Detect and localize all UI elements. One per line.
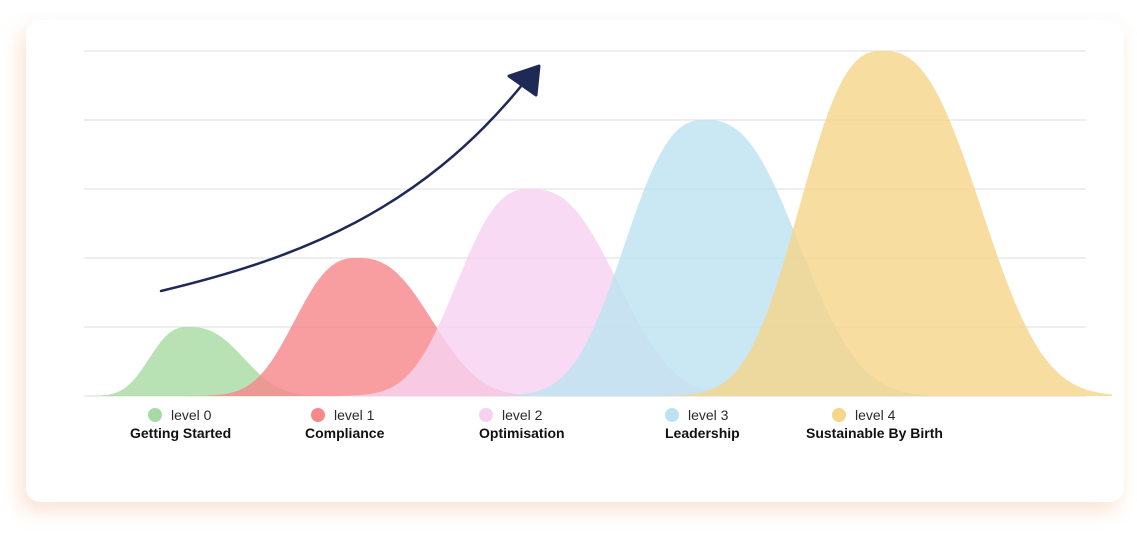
legend-series-name: Compliance	[305, 425, 385, 441]
legend-item-level-4: level 4 Sustainable By Birth	[806, 407, 943, 447]
series-area-level-4	[640, 51, 1112, 396]
legend-item-level-2: level 2 Optimisation	[479, 407, 565, 447]
legend-item-level-3: level 3 Leadership	[665, 407, 740, 447]
legend-level-label: level 2	[502, 407, 543, 423]
legend-dot	[832, 408, 846, 422]
trend-arrow-head	[507, 64, 541, 97]
legend-dot	[311, 408, 325, 422]
legend-level-label: level 3	[688, 407, 729, 423]
legend-item-level-0: level 0 Getting Started	[130, 407, 231, 447]
series-areas	[88, 51, 1112, 396]
trend-arrow-line	[159, 83, 524, 293]
legend-level-label: level 1	[334, 407, 375, 423]
legend-series-name: Sustainable By Birth	[806, 425, 943, 441]
legend-series-name: Leadership	[665, 425, 740, 441]
legend-dot	[479, 408, 493, 422]
legend-dot	[665, 408, 679, 422]
legend-level-label: level 0	[171, 407, 212, 423]
legend-level-label: level 4	[855, 407, 896, 423]
legend-series-name: Getting Started	[130, 425, 232, 441]
legend-series-name: Optimisation	[479, 425, 565, 441]
trend-arrow	[159, 64, 541, 293]
series-area-level-0	[88, 327, 340, 396]
legend-dot	[148, 408, 162, 422]
legend-item-level-1: level 1 Compliance	[305, 407, 384, 447]
